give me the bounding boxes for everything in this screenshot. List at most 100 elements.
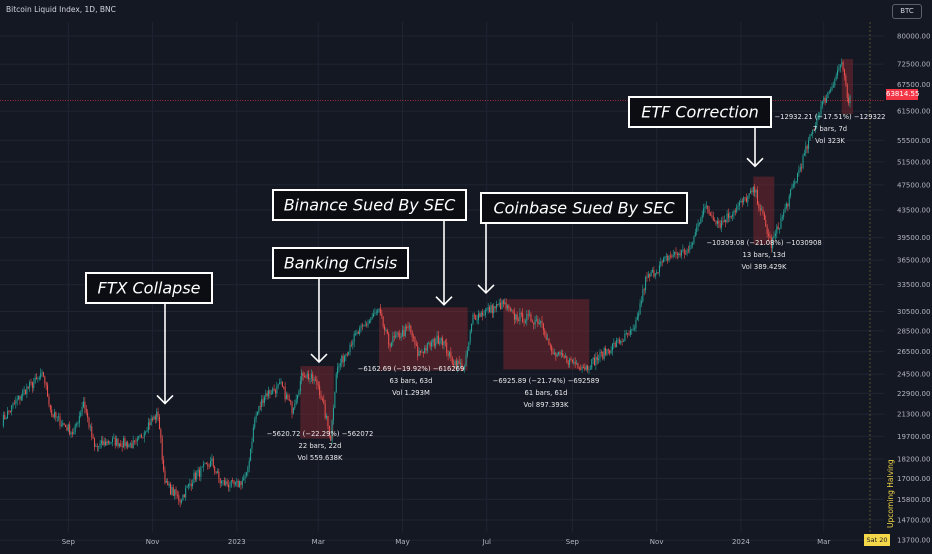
- candle-body: [424, 347, 426, 353]
- candle-body: [88, 417, 90, 428]
- candle-body: [781, 216, 783, 219]
- candle-body: [132, 440, 134, 449]
- candle-body: [167, 481, 169, 486]
- candle-body: [27, 386, 29, 388]
- candle-body: [76, 424, 78, 425]
- candle-body: [763, 213, 765, 220]
- candle-body: [327, 415, 329, 426]
- candle-body: [390, 342, 392, 347]
- candle-body: [350, 344, 352, 346]
- candle-body: [439, 341, 441, 344]
- candle-body: [225, 481, 227, 485]
- candle-body: [741, 200, 743, 203]
- candle-body: [518, 320, 520, 322]
- candle-body: [337, 367, 339, 375]
- candle-body: [524, 320, 526, 323]
- candle-body: [233, 480, 235, 485]
- candle-body: [495, 304, 497, 309]
- candle-body: [523, 322, 525, 324]
- candle-body: [795, 181, 797, 183]
- candle-body: [254, 419, 256, 428]
- candle-body: [297, 395, 299, 400]
- candle-body: [759, 208, 761, 211]
- candle-body: [207, 464, 209, 467]
- candle-body: [286, 394, 288, 400]
- candle-body: [783, 212, 785, 217]
- candle-body: [716, 220, 718, 224]
- candle-body: [654, 273, 656, 277]
- candle-body: [65, 424, 67, 428]
- x-tick-label: Sep: [62, 538, 76, 546]
- candle-body: [80, 412, 82, 416]
- annotation-label: Binance Sued By SEC: [284, 196, 456, 215]
- candle-body: [67, 424, 69, 431]
- candle-body: [36, 377, 38, 379]
- candle-body: [368, 320, 370, 324]
- candle-body: [317, 384, 319, 386]
- candle-body: [63, 423, 65, 425]
- candle-body: [204, 463, 206, 465]
- correction-stat-label: Vol 897.393K: [524, 401, 569, 409]
- candle-body: [625, 332, 627, 334]
- candle-body: [515, 314, 517, 320]
- annotation-arrow-head: [746, 157, 764, 168]
- candle-body: [707, 205, 709, 210]
- candle-body: [201, 466, 203, 468]
- candle-body: [516, 314, 518, 321]
- candle-body: [773, 236, 775, 239]
- candle-body: [756, 190, 758, 205]
- candle-body: [131, 443, 133, 449]
- candle-body: [545, 334, 547, 340]
- candle-body: [374, 312, 376, 314]
- candle-body: [595, 356, 597, 366]
- candle-body: [174, 489, 176, 496]
- candle-body: [732, 214, 734, 217]
- symbol-button[interactable]: BTC: [892, 4, 922, 19]
- candle-body: [592, 358, 594, 360]
- candle-body: [689, 245, 691, 251]
- candle-body: [727, 213, 729, 218]
- candle-body: [634, 328, 636, 330]
- candle-body: [42, 372, 44, 377]
- candle-body: [562, 352, 564, 356]
- candle-body: [544, 330, 546, 335]
- candle-body: [48, 396, 50, 405]
- candle-body: [71, 432, 73, 434]
- candle-body: [642, 289, 644, 302]
- candle-body: [421, 351, 423, 353]
- candle-body: [429, 342, 431, 347]
- y-tick-label: 28500.00: [897, 327, 930, 335]
- candle-body: [657, 272, 659, 273]
- candle-body: [81, 406, 83, 413]
- candle-body: [471, 323, 473, 332]
- candle-body: [559, 351, 561, 355]
- annotation-box: [272, 247, 409, 279]
- candle-body: [182, 494, 184, 501]
- candle-body: [263, 396, 265, 403]
- y-tick-label: 61500.00: [897, 108, 930, 116]
- candle-body: [270, 393, 272, 395]
- y-tick-label: 36500.00: [897, 257, 930, 265]
- candle-body: [576, 363, 578, 365]
- candle-body: [646, 277, 648, 278]
- candle-body: [846, 84, 848, 98]
- candle-body: [743, 197, 745, 203]
- candle-body: [41, 372, 43, 374]
- candle-body: [134, 440, 136, 442]
- candle-body: [428, 342, 430, 344]
- candle-body: [839, 64, 841, 69]
- candle-body: [44, 376, 46, 384]
- candle-body: [777, 226, 779, 230]
- candle-body: [692, 243, 694, 246]
- candle-body: [313, 379, 315, 381]
- candle-body: [817, 115, 819, 120]
- candle-body: [146, 430, 148, 432]
- candle-body: [675, 252, 677, 255]
- candle-body: [183, 494, 185, 498]
- candle-body: [226, 481, 228, 485]
- x-tick-label: 2023: [228, 538, 246, 546]
- candle-body: [73, 431, 75, 434]
- candle-body: [664, 256, 666, 259]
